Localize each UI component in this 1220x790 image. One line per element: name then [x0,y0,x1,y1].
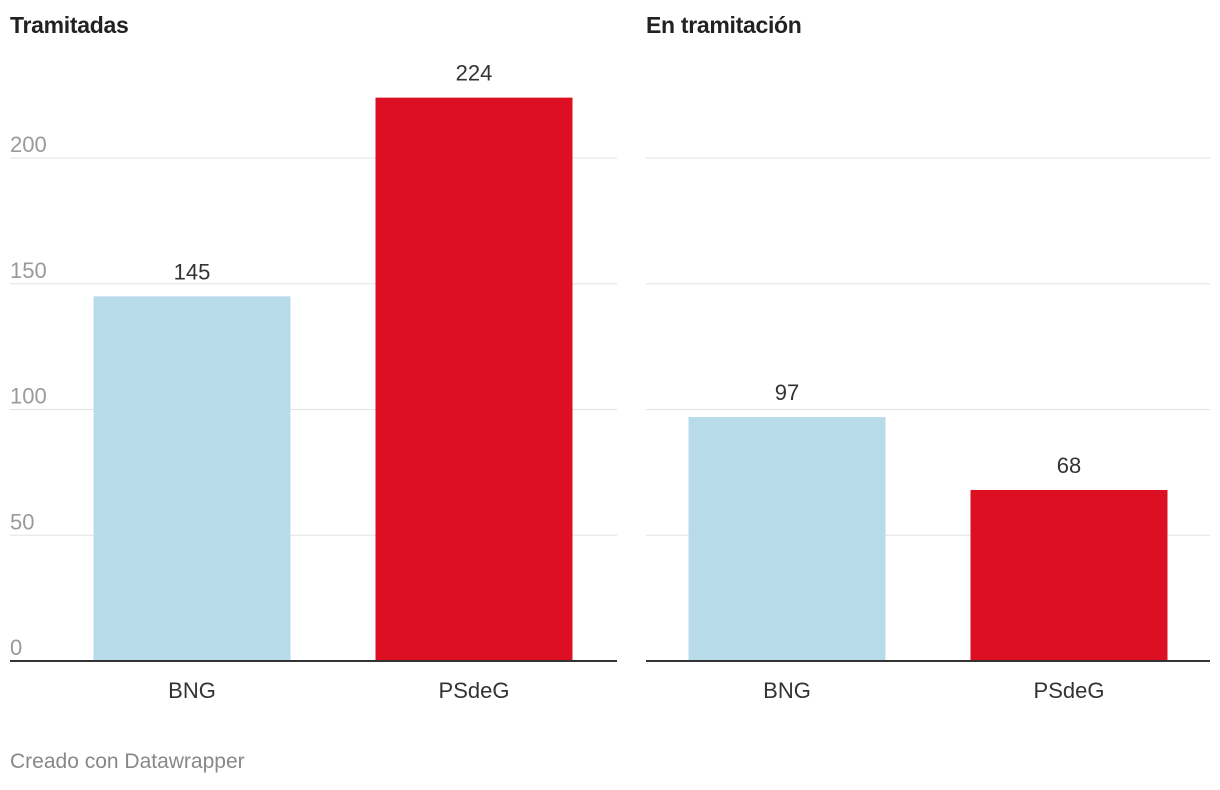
bar-psdeg [375,97,573,661]
x-tick-label: PSdeG [1034,678,1105,703]
y-tick-label: 150 [10,258,47,283]
y-tick-label: 50 [10,509,34,534]
bar-psdeg [970,489,1168,661]
x-tick-label: BNG [763,678,811,703]
bar-chart-tramitadas: 0 50 100 150 200 145 BNG 224 PSdeG [10,61,617,703]
x-tick-label: BNG [168,678,216,703]
chart-panel-tramitadas: Tramitadas 0 50 100 150 200 145 BNG 224 PSdeG [10,0,617,720]
y-tick-label: 0 [10,635,22,660]
data-label: 145 [174,259,211,284]
data-label: 224 [456,61,493,86]
footer-credit: Creado con Datawrapper [10,750,245,773]
y-tick-label: 100 [10,384,47,409]
data-label: 68 [1057,453,1081,478]
chart-title: En tramitación [646,12,802,38]
data-label: 97 [775,380,799,405]
bar-bng [93,296,291,661]
y-tick-label: 200 [10,132,47,157]
bar-chart-en-tramitacion: 97 BNG 68 PSdeG [646,157,1210,703]
chart-title: Tramitadas [10,12,129,38]
bar-bng [688,417,886,661]
x-tick-label: PSdeG [439,678,510,703]
chart-panel-en-tramitacion: En tramitación 97 BNG 68 PSdeG [646,0,1210,720]
